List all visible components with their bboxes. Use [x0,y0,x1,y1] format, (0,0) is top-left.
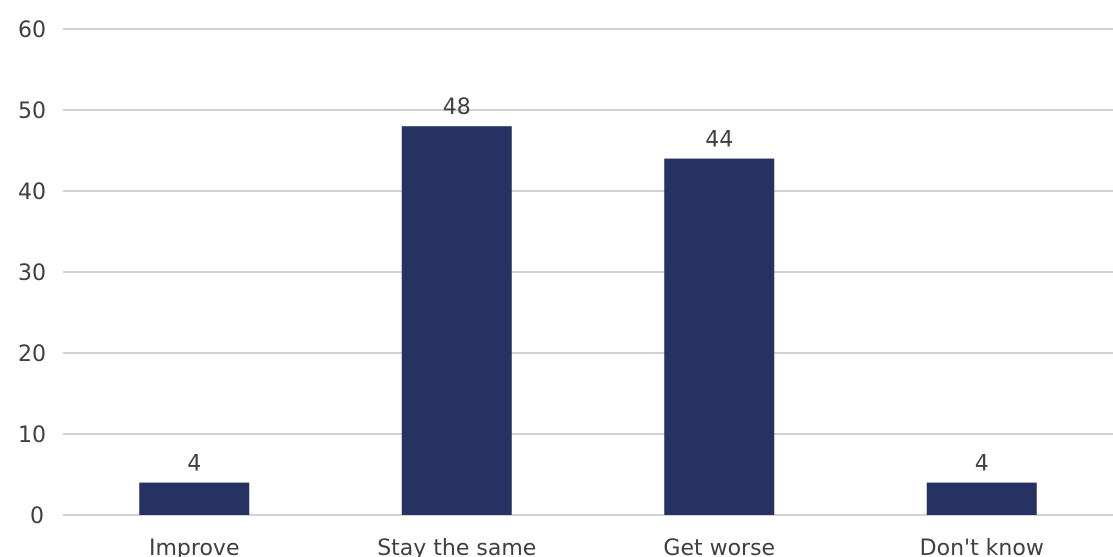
y-tick-label-20: 20 [18,342,46,367]
y-tick-label-60: 60 [18,18,46,43]
category-label-stay-the-same: Stay the same [377,536,536,557]
category-label-get-worse: Get worse [663,536,775,557]
data-label-improve: 4 [187,452,201,477]
y-tick-label-40: 40 [18,180,46,205]
bar-get-worse [664,158,775,515]
category-label-improve: Improve [149,536,239,557]
y-axis-tick-labels: 0 10 20 30 40 50 60 [18,18,46,529]
bar-improve [139,482,250,515]
bar-don-t-know [926,482,1037,515]
y-tick-label-0: 0 [30,504,44,529]
data-label-don-t-know: 4 [975,452,989,477]
bar-stay-the-same [401,126,512,515]
y-tick-label-30: 30 [18,261,46,286]
y-tick-label-10: 10 [18,423,46,448]
data-label-get-worse: 44 [705,128,733,153]
gridlines [63,28,1113,516]
x-axis-category-labels: Improve Stay the same Get worse Don't know [149,536,1044,557]
y-tick-label-50: 50 [18,99,46,124]
bars [139,126,1037,515]
data-label-stay-the-same: 48 [443,95,471,120]
category-label-don-t-know: Don't know [920,536,1044,557]
